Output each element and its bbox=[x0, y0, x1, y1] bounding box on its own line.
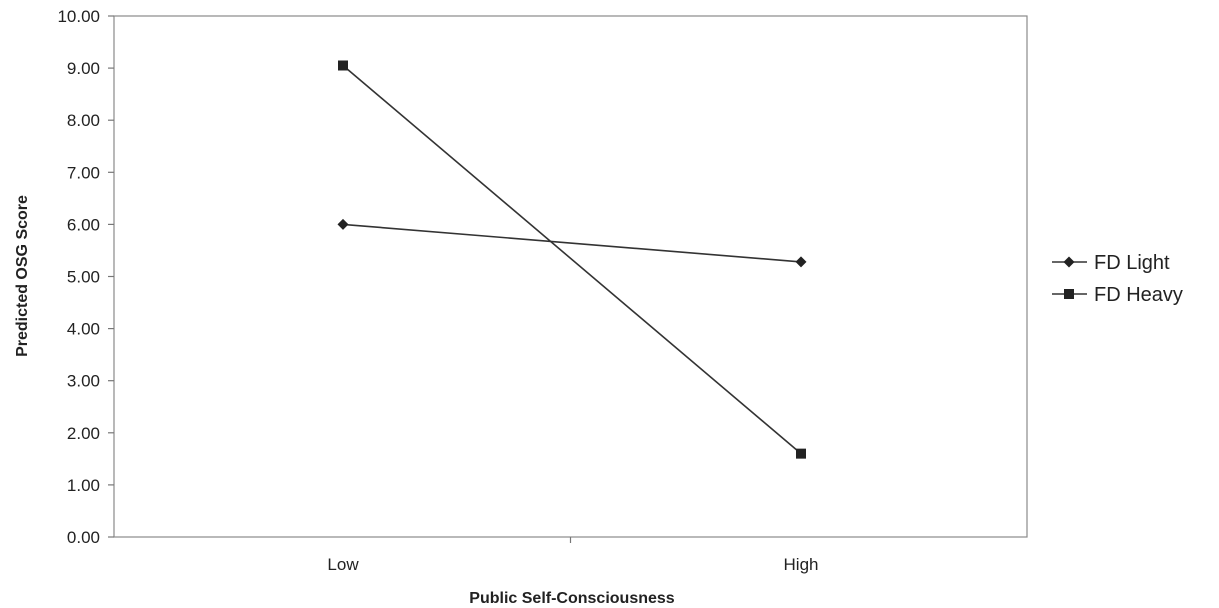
y-tick-label: 7.00 bbox=[67, 163, 100, 182]
x-tick-label: Low bbox=[327, 555, 359, 574]
series-line-fd-heavy bbox=[342, 64, 802, 455]
legend-label: FD Light bbox=[1094, 252, 1170, 274]
plot-area-frame bbox=[113, 15, 1028, 538]
series-lines bbox=[342, 64, 802, 455]
legend-marker bbox=[1063, 256, 1075, 268]
y-tick-label: 9.00 bbox=[67, 59, 100, 78]
data-point-fd-light bbox=[337, 218, 349, 230]
y-axis-title: Predicted OSG Score bbox=[14, 195, 31, 357]
y-tick-label: 5.00 bbox=[67, 268, 100, 287]
y-tick-label: 6.00 bbox=[67, 215, 100, 234]
y-tick-label: 2.00 bbox=[67, 424, 100, 443]
y-tick-label: 10.00 bbox=[57, 7, 100, 26]
x-axis-ticks: Low High bbox=[327, 537, 818, 574]
y-tick-label: 8.00 bbox=[67, 111, 100, 130]
legend-marker bbox=[1064, 289, 1074, 299]
x-tick-label: High bbox=[784, 555, 819, 574]
y-tick-label: 4.00 bbox=[67, 320, 100, 339]
legend-label: FD Heavy bbox=[1094, 284, 1183, 306]
y-axis-ticks: 0.00 1.00 2.00 3.00 4.00 5.00 6.00 7.00 8.00 9.00… bbox=[57, 7, 114, 547]
y-tick-label: 0.00 bbox=[67, 528, 100, 547]
legend: FD Light FD Heavy bbox=[1052, 252, 1183, 306]
x-axis-title: Public Self-Consciousness bbox=[469, 590, 674, 607]
data-point-fd-light bbox=[795, 256, 807, 268]
y-tick-label: 3.00 bbox=[67, 372, 100, 391]
series-markers bbox=[337, 60, 807, 459]
legend-item: FD Heavy bbox=[1052, 284, 1183, 306]
y-tick-label: 1.00 bbox=[67, 476, 100, 495]
data-point-fd-heavy bbox=[338, 60, 348, 71]
legend-item: FD Light bbox=[1052, 252, 1170, 274]
series-line-fd-light bbox=[342, 223, 802, 263]
data-point-fd-heavy bbox=[796, 448, 806, 459]
